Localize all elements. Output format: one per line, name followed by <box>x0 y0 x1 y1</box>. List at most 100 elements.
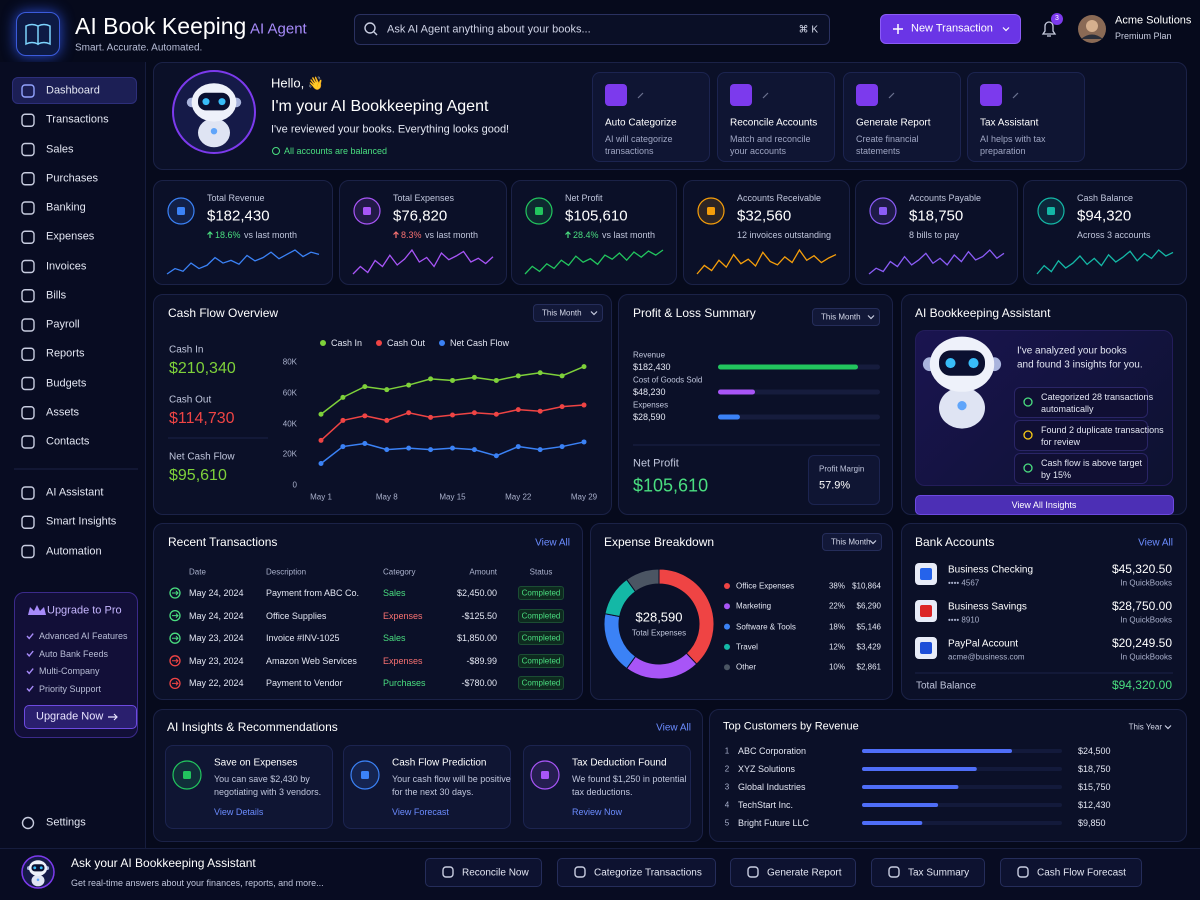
kpi-value: $18,750 <box>909 207 964 225</box>
period-dropdown[interactable] <box>822 533 882 551</box>
total-value: $94,320.00 <box>1111 678 1172 693</box>
kpi-label: Accounts Payable <box>909 192 982 203</box>
y-tick-label: 20K <box>282 449 297 459</box>
upgrade-button[interactable] <box>24 705 137 729</box>
kpi-label: Cash Balance <box>1077 192 1134 203</box>
view-all-link[interactable]: View All <box>656 722 691 734</box>
new-transaction-button[interactable] <box>880 14 1021 44</box>
customer-name: XYZ Solutions <box>738 763 796 774</box>
bank-logo-mark <box>920 605 932 617</box>
brand: AI Book Keeping <box>75 12 247 39</box>
rank: 4 <box>724 800 730 810</box>
insight-text: Cash flow is above target <box>1041 457 1143 468</box>
insight-text: automatically <box>1041 403 1094 414</box>
insight-text: tax deductions. <box>572 786 633 797</box>
kpi-label: Total Revenue <box>207 192 265 203</box>
action-icon <box>730 84 752 106</box>
insight-title: Save on Expenses <box>214 757 298 769</box>
legend-amount: $2,861 <box>856 662 881 672</box>
settings-icon <box>21 816 35 830</box>
insight-link[interactable]: View Forecast <box>392 806 449 817</box>
legend-swatch <box>439 340 445 346</box>
series-point <box>362 413 368 419</box>
insight-text: by 15% <box>1041 469 1072 480</box>
period-dropdown[interactable] <box>812 308 880 326</box>
period-dropdown[interactable] <box>533 304 603 322</box>
action-icon <box>605 84 627 106</box>
series-point <box>340 394 346 400</box>
legend-swatch <box>724 583 730 589</box>
insight-link[interactable]: View Details <box>214 806 264 817</box>
insight-card <box>343 745 511 829</box>
avatar-face <box>1086 20 1098 32</box>
series-point <box>493 453 499 459</box>
account-source: In QuickBooks <box>1120 652 1172 662</box>
kpi-sub: vs last month <box>244 229 298 240</box>
customer-name: Global Industries <box>738 781 806 792</box>
series-point <box>384 417 390 423</box>
x-tick-label: May 8 <box>375 492 398 502</box>
quick-action[interactable] <box>1000 858 1142 887</box>
status-icon <box>272 147 280 155</box>
robot-eye <box>968 357 979 369</box>
action-desc: transactions <box>605 145 654 156</box>
x-tick-label: May 22 <box>505 492 532 502</box>
quick-action-icon <box>888 866 900 878</box>
quick-action[interactable] <box>871 858 985 887</box>
series-point <box>471 447 477 453</box>
transaction-icon-arrow <box>172 635 179 641</box>
legend-swatch <box>320 340 326 346</box>
hero-text: I've reviewed your books. Everything loo… <box>271 123 510 136</box>
kpi-icon-glyph <box>177 207 185 215</box>
notification-badge <box>1051 13 1063 25</box>
net-label: Net Profit <box>633 457 679 470</box>
account-source: In QuickBooks <box>1120 578 1172 588</box>
quick-action[interactable] <box>425 858 542 887</box>
insight-link[interactable]: Review Now <box>572 806 623 817</box>
cash-flow-card <box>153 294 612 515</box>
cell-date: May 24, 2024 <box>189 587 244 598</box>
robot-visor <box>198 92 230 111</box>
view-insights-button[interactable] <box>915 495 1174 515</box>
column-header: Date <box>189 567 206 577</box>
action-tile[interactable] <box>843 72 961 162</box>
action-icon <box>980 84 1002 106</box>
action-desc: Match and reconcile <box>730 133 811 144</box>
sparkline <box>166 249 320 275</box>
column-header: Category <box>383 567 416 577</box>
account-amount: $28,750.00 <box>1111 599 1172 614</box>
bottom-subtitle: Get real-time answers about your finance… <box>71 877 324 888</box>
legend-swatch <box>724 623 730 630</box>
status-badge <box>518 676 564 691</box>
quick-action-icon <box>747 866 759 878</box>
view-all-link[interactable]: View All <box>1138 537 1173 549</box>
avatar-shoulders <box>1081 34 1103 39</box>
quick-action-icon <box>574 866 586 878</box>
action-title: Tax Assistant <box>980 117 1039 129</box>
total-label: Total Balance <box>916 680 977 692</box>
column-header: Description <box>266 567 307 577</box>
kpi-value: $32,560 <box>737 207 792 225</box>
cell-description: Invoice #INV-1025 <box>266 633 340 644</box>
status-badge <box>518 608 564 623</box>
cell-category: Sales <box>383 633 406 644</box>
quick-action[interactable] <box>557 858 716 887</box>
view-all-link[interactable]: View All <box>535 537 570 549</box>
search-box[interactable] <box>354 14 830 45</box>
series-point <box>428 447 434 453</box>
cell-date: May 23, 2024 <box>189 655 244 666</box>
check-icon <box>26 633 34 640</box>
quick-action[interactable] <box>730 858 856 887</box>
insight-card <box>523 745 691 829</box>
series-point <box>384 387 390 393</box>
series-point <box>493 411 499 417</box>
y-tick-label: 60K <box>282 388 297 398</box>
series-point <box>318 460 324 466</box>
card-title: Recent Transactions <box>168 535 278 550</box>
net-value: $105,610 <box>633 475 709 496</box>
period-label[interactable]: This Year <box>1128 722 1162 732</box>
bar <box>862 803 939 807</box>
series-point <box>450 377 455 383</box>
legend-label: Marketing <box>736 601 772 611</box>
cell-category: Expenses <box>383 610 423 621</box>
